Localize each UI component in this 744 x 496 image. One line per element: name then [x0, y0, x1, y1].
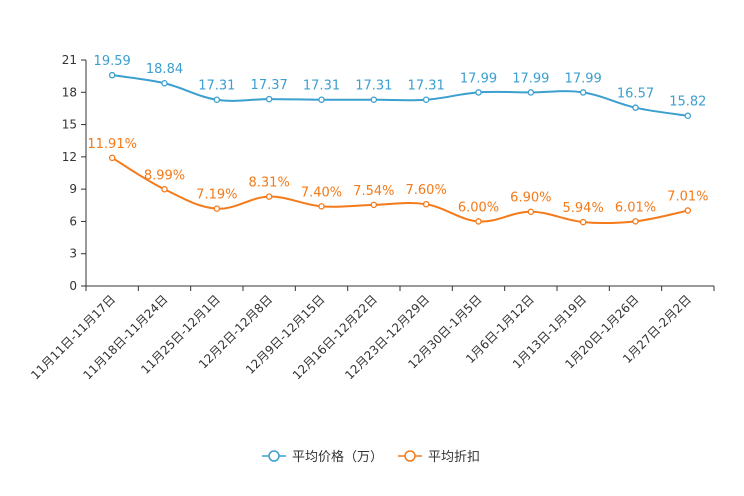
price-data-label: 17.31 [303, 79, 340, 94]
price-data-point [108, 71, 116, 79]
discount-data-label: 6.90% [510, 191, 551, 206]
price-data-point [370, 96, 378, 103]
discount-data-point [108, 154, 116, 162]
discount-data-point [161, 186, 168, 193]
discount-series-line [111, 156, 689, 225]
price-data-label: 17.99 [565, 71, 602, 86]
y-tick-label: 21 [62, 53, 77, 67]
price-data-point [422, 96, 430, 103]
y-tick-label: 12 [62, 150, 77, 164]
discount-data-label: 7.01% [667, 190, 708, 205]
price-data-label: 18.84 [146, 62, 183, 77]
price-data-point [475, 89, 482, 96]
discount-data-label: 11.91% [87, 137, 137, 152]
legend-label: 平均折扣 [428, 450, 480, 465]
discount-data-label: 5.94% [563, 201, 604, 216]
price-data-point [684, 112, 692, 119]
price-data-label: 17.37 [251, 78, 288, 93]
y-tick-label: 6 [69, 214, 77, 228]
price-data-point [161, 79, 168, 87]
discount-data-label: 8.31% [249, 176, 290, 191]
y-tick-label: 0 [69, 279, 77, 293]
x-tick-label: 11月11日-11月17日 [28, 292, 118, 382]
chart-legend[interactable]: 平均价格（万） 平均折扣 [262, 449, 480, 465]
chart-series [108, 71, 692, 226]
price-data-point [527, 89, 535, 96]
discount-data-point [475, 218, 482, 225]
price-data-label: 19.59 [94, 54, 131, 69]
chart-axes: 03691215182111月11日-11月17日11月18日-11月24日11… [28, 53, 715, 382]
discount-data-label: 7.19% [196, 188, 237, 203]
y-tick-label: 18 [62, 85, 77, 99]
price-data-label: 17.31 [198, 79, 235, 94]
discount-data-point [265, 193, 273, 200]
price-data-point [213, 96, 221, 103]
price-series-line [112, 74, 688, 117]
price-data-label: 16.57 [617, 87, 654, 102]
y-tick-label: 3 [69, 247, 77, 261]
discount-data-label: 7.40% [301, 185, 342, 200]
price-data-label: 17.99 [512, 71, 549, 86]
discount-data-point [579, 218, 587, 226]
legend-label: 平均价格（万） [292, 449, 383, 465]
discount-data-label: 7.54% [353, 184, 394, 199]
discount-data-point [527, 208, 535, 215]
y-tick-label: 15 [62, 118, 77, 132]
price-data-point [579, 89, 587, 96]
price-data-point [265, 95, 273, 103]
price-data-point [632, 104, 639, 111]
price-data-label: 17.31 [355, 79, 392, 94]
legend-marker-icon [268, 450, 280, 462]
discount-data-label: 7.60% [406, 183, 447, 198]
discount-data-label: 6.01% [615, 200, 656, 215]
price-data-label: 15.82 [669, 95, 706, 110]
y-tick-label: 9 [69, 182, 77, 196]
discount-data-point [370, 201, 378, 209]
legend-item-price[interactable]: 平均价格（万） [262, 449, 383, 465]
discount-data-point [213, 205, 221, 212]
discount-data-point [684, 207, 692, 214]
chart-data-labels: 19.59 18.84 17.31 17.37 17.31 17.31 17.31 17.99… [87, 54, 708, 216]
price-data-point [318, 96, 325, 103]
discount-data-point [632, 218, 639, 225]
discount-data-label: 8.99% [144, 168, 185, 183]
discount-data-label: 6.00% [458, 200, 499, 215]
price-data-label: 17.31 [408, 79, 445, 94]
legend-marker-icon [404, 450, 416, 462]
discount-data-point [318, 203, 325, 210]
discount-data-point [422, 200, 430, 208]
legend-item-discount[interactable]: 平均折扣 [398, 450, 480, 465]
price-data-label: 17.99 [460, 71, 497, 86]
